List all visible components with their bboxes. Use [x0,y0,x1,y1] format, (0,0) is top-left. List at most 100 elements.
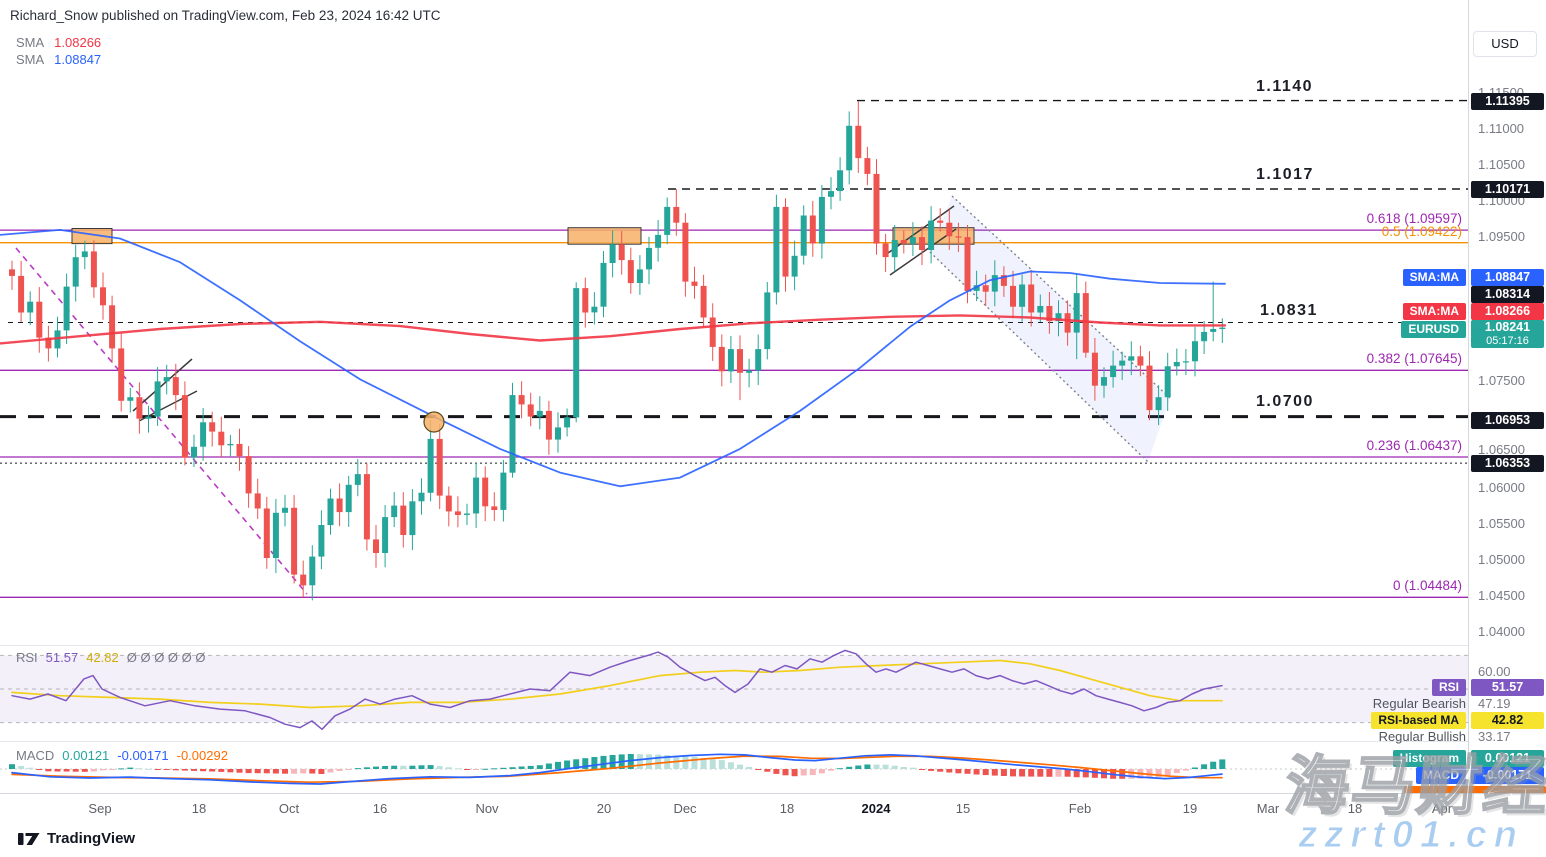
price-axis-tick-1: 1.11000 [1478,121,1525,136]
fib-level-label-1: 0.5 (1.09422) [1381,224,1462,239]
sma-fast-axis-badge: 1.08266 [1471,302,1544,320]
price-level-axis-badge-3: 1.06953 [1471,411,1544,429]
macd-histogram [1219,759,1226,769]
price-axis-tick-2: 1.10500 [1478,157,1525,172]
sma-fast-label: SMA [16,35,45,50]
pane-separator [0,645,1468,646]
macd-hist-value: 0.00121 [62,748,110,763]
rsi-value: 51.57 [45,650,79,665]
rsi-axis-value-2: 47.19 [1478,696,1511,711]
key-level-label-0: 1.1140 [1256,78,1314,95]
price-level-axis-badge-4: 1.06353 [1471,454,1544,472]
macd-line [11,753,1223,785]
symbol-side-badge: EURUSD [1401,321,1466,338]
rsi-band [0,655,1468,723]
chart-canvas[interactable] [0,0,1468,793]
macd-axis-badge-0: 0.00121 [1471,749,1544,767]
time-axis-label-13[interactable]: 18 [1347,801,1363,816]
time-axis-label-11[interactable]: 19 [1182,801,1198,816]
sma-slow-axis-badge: 1.08847 [1471,268,1544,286]
supply-zone-box-1 [567,227,642,245]
time-axis-label-5[interactable]: 20 [596,801,612,816]
sma-fast-line [0,314,1227,345]
pattern-trendline-3 [889,228,957,276]
tradingview-brand-text: TradingView [47,830,136,847]
rsi-hidden-values: Ø Ø Ø Ø Ø Ø [126,650,206,665]
time-axis[interactable]: Sep 18 Oct 16 Nov 20 Dec 18 2024 15 Feb 19 Mar 18 Apr [0,793,1546,825]
time-axis-label-9[interactable]: 15 [955,801,971,816]
time-axis-label-2[interactable]: Oct [278,801,300,816]
price-axis-tick-5: 1.07500 [1478,373,1525,388]
time-axis-label-4[interactable]: Nov [475,801,499,816]
fib-level-label-4: 0 (1.04484) [1392,578,1462,593]
rsi-axis-badge-3: 42.82 [1471,711,1544,729]
time-axis-label-8[interactable]: 2024 [861,801,891,816]
time-axis-label-12[interactable]: Mar [1256,801,1280,816]
tradingview-footer[interactable]: TradingView [18,830,135,847]
rsi-legend[interactable]: RSI 51.57 42.82 Ø Ø Ø Ø Ø Ø [16,650,214,665]
rsi-axis-value-0: 60.00 [1478,664,1511,679]
rsi-ma-value: 42.82 [86,650,119,665]
time-axis-label-6[interactable]: Dec [673,801,697,816]
time-axis-label-1[interactable]: 18 [191,801,207,816]
rsi-axis-value-4: 33.17 [1478,729,1511,744]
rsi-side-label-2: Regular Bearish [1372,696,1466,711]
macd-signal-value: -0.00292 [176,748,228,763]
sma-slow-label: SMA [16,52,45,67]
price-axis-tick-4: 1.09500 [1478,229,1525,244]
sma-fast-side-badge: SMA:MA [1402,302,1466,320]
fib-level-label-2: 0.382 (1.07645) [1366,351,1462,366]
time-axis-label-10[interactable]: Feb [1068,801,1092,816]
channel-shading [930,196,1170,462]
time-axis-label-0[interactable]: Sep [88,801,112,816]
macd-side-badge-1: MACD [1416,766,1466,784]
currency-toggle-button[interactable]: USD [1473,31,1537,57]
rsi-side-badge-3: RSI-based MA [1371,711,1466,729]
rsi-label: RSI [16,650,38,665]
macd-side-badge-0: Histogram [1392,749,1466,767]
macd-axis-badge-1: -0.00171 [1471,766,1544,784]
tradingview-logo-icon [18,832,40,845]
rsi-side-badge-1: RSI [1431,678,1466,696]
price-level-axis-badge-1: 1.10171 [1471,180,1544,198]
sma-slow-line [0,229,1226,488]
time-axis-label-14[interactable]: Apr [1431,801,1453,816]
pane-separator [0,741,1468,742]
circle-annotation [423,411,445,433]
price-axis-tick-7: 1.06000 [1478,480,1525,495]
macd-legend[interactable]: MACD 0.00121 -0.00171 -0.00292 [16,748,236,763]
sma-slow-value: 1.08847 [54,52,102,67]
symbol-countdown: 05:17:16 [1486,335,1529,347]
key-level-label-1: 1.1017 [1256,166,1314,183]
price-axis[interactable]: USD 1.115001.110001.105001.100001.095001… [1404,0,1546,793]
price-level-axis-badge-2: 1.08314 [1471,285,1544,303]
price-axis-tick-10: 1.04500 [1478,588,1525,603]
key-level-label-2: 1.0831 [1260,302,1318,319]
symbol-price-axis-badge: 1.08241 05:17:16 [1471,320,1544,348]
sma-fast-row[interactable]: SMA 1.08266 [16,34,101,51]
macd-label: MACD [16,748,55,763]
rsi-side-label-4: Regular Bullish [1378,729,1466,744]
price-axis-tick-11: 1.04000 [1478,624,1525,639]
sma-slow-row[interactable]: SMA 1.08847 [16,51,101,68]
time-axis-label-3[interactable]: 16 [372,801,388,816]
pattern-trendline-0 [132,358,193,412]
sma-legend: SMA 1.08266 SMA 1.08847 [16,34,101,68]
time-axis-label-7[interactable]: 18 [779,801,795,816]
rsi-line [11,649,1223,731]
candlestick-series [1219,327,1226,329]
price-axis-tick-9: 1.05000 [1478,552,1525,567]
downtrend-line [15,247,308,595]
key-level-label-3: 1.0700 [1256,393,1314,410]
symbol-last-price: 1.08241 [1484,320,1531,334]
signal-axis-badge-partial [1404,786,1546,793]
rsi-axis-badge-1: 51.57 [1471,678,1544,696]
rsi-ma-line [11,659,1223,709]
price-axis-tick-8: 1.05500 [1478,516,1525,531]
publish-byline: Richard_Snow published on TradingView.co… [10,8,441,23]
pattern-trendline-2 [887,205,955,254]
sma-fast-value: 1.08266 [54,35,102,50]
price-axis-tick-6: 1.06500 [1478,442,1525,457]
price-level-axis-badge-0: 1.11395 [1471,92,1544,110]
